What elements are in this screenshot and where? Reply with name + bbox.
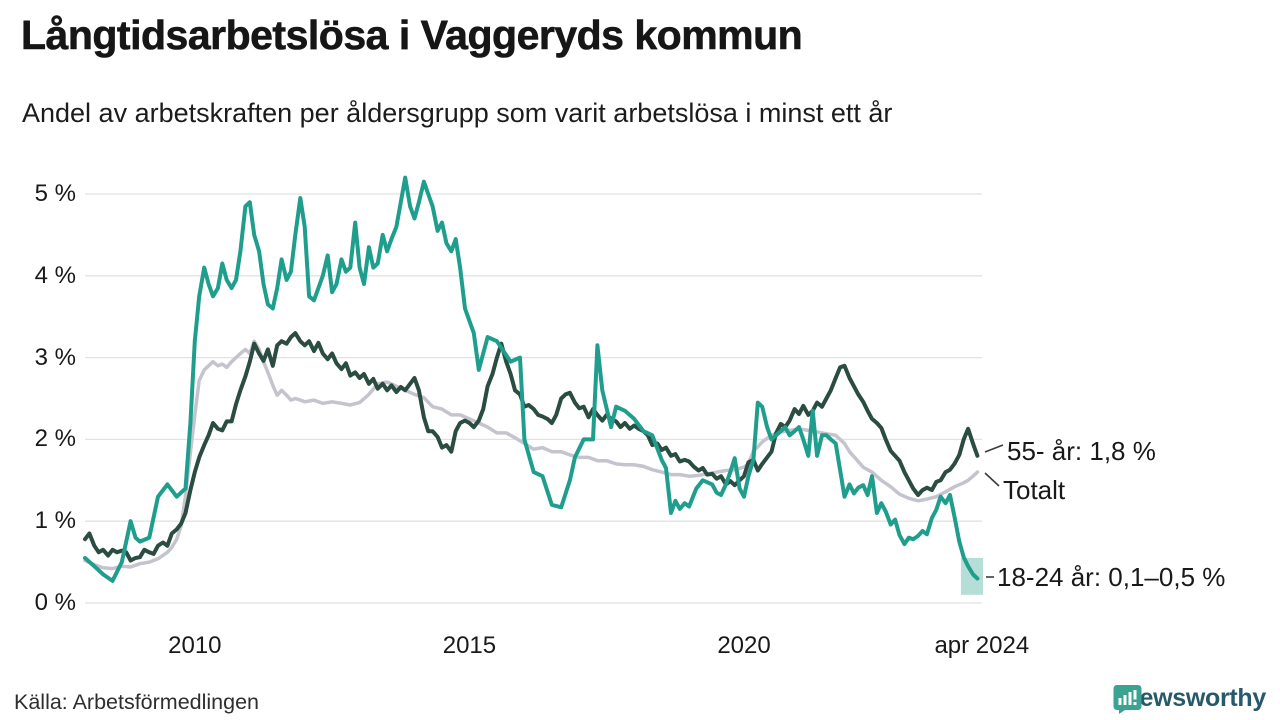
series-line-youth <box>83 175 980 583</box>
series-end-label-totalt: Totalt <box>1003 475 1066 505</box>
series-end-label-18-24: 18-24 år: 0,1–0,5 % <box>997 562 1226 592</box>
series-line-total <box>83 339 980 571</box>
x-axis-tick-2015: 2015 <box>442 632 497 659</box>
newsworthy-brand: Newsworthy <box>1113 684 1267 714</box>
y-axis-tick-1%: 1 % <box>34 507 76 535</box>
series-line-55plus <box>83 331 980 563</box>
y-axis-tick-3%: 3 % <box>34 343 76 371</box>
page-title: Långtidsarbetslösa i Vaggeryds kommun <box>21 12 803 59</box>
x-axis-tick-2010: 2010 <box>168 632 222 659</box>
uncertainty-band-18-24 <box>960 558 983 595</box>
y-axis-tick-2%: 2 % <box>34 425 76 453</box>
connector-55plus <box>984 444 1004 453</box>
x-axis-tick-apr-2024: apr 2024 <box>934 632 1030 659</box>
y-axis-tick-4%: 4 % <box>34 261 76 289</box>
x-axis-tick-2020: 2020 <box>717 632 771 659</box>
page-subtitle: Andel av arbetskraften per åldersgrupp s… <box>22 98 893 128</box>
newsworthy-brand-name: Newsworthy <box>1121 684 1267 712</box>
y-axis-tick-0%: 0 % <box>34 589 76 616</box>
series-end-label-55plus: 55- år: 1,8 % <box>1007 436 1156 466</box>
source-note: Källa: Arbetsförmedlingen <box>14 690 260 714</box>
y-axis-tick-5%: 5 % <box>34 180 76 207</box>
connector-totalt <box>984 472 1000 487</box>
newsworthy-logo-icon <box>1113 685 1142 714</box>
